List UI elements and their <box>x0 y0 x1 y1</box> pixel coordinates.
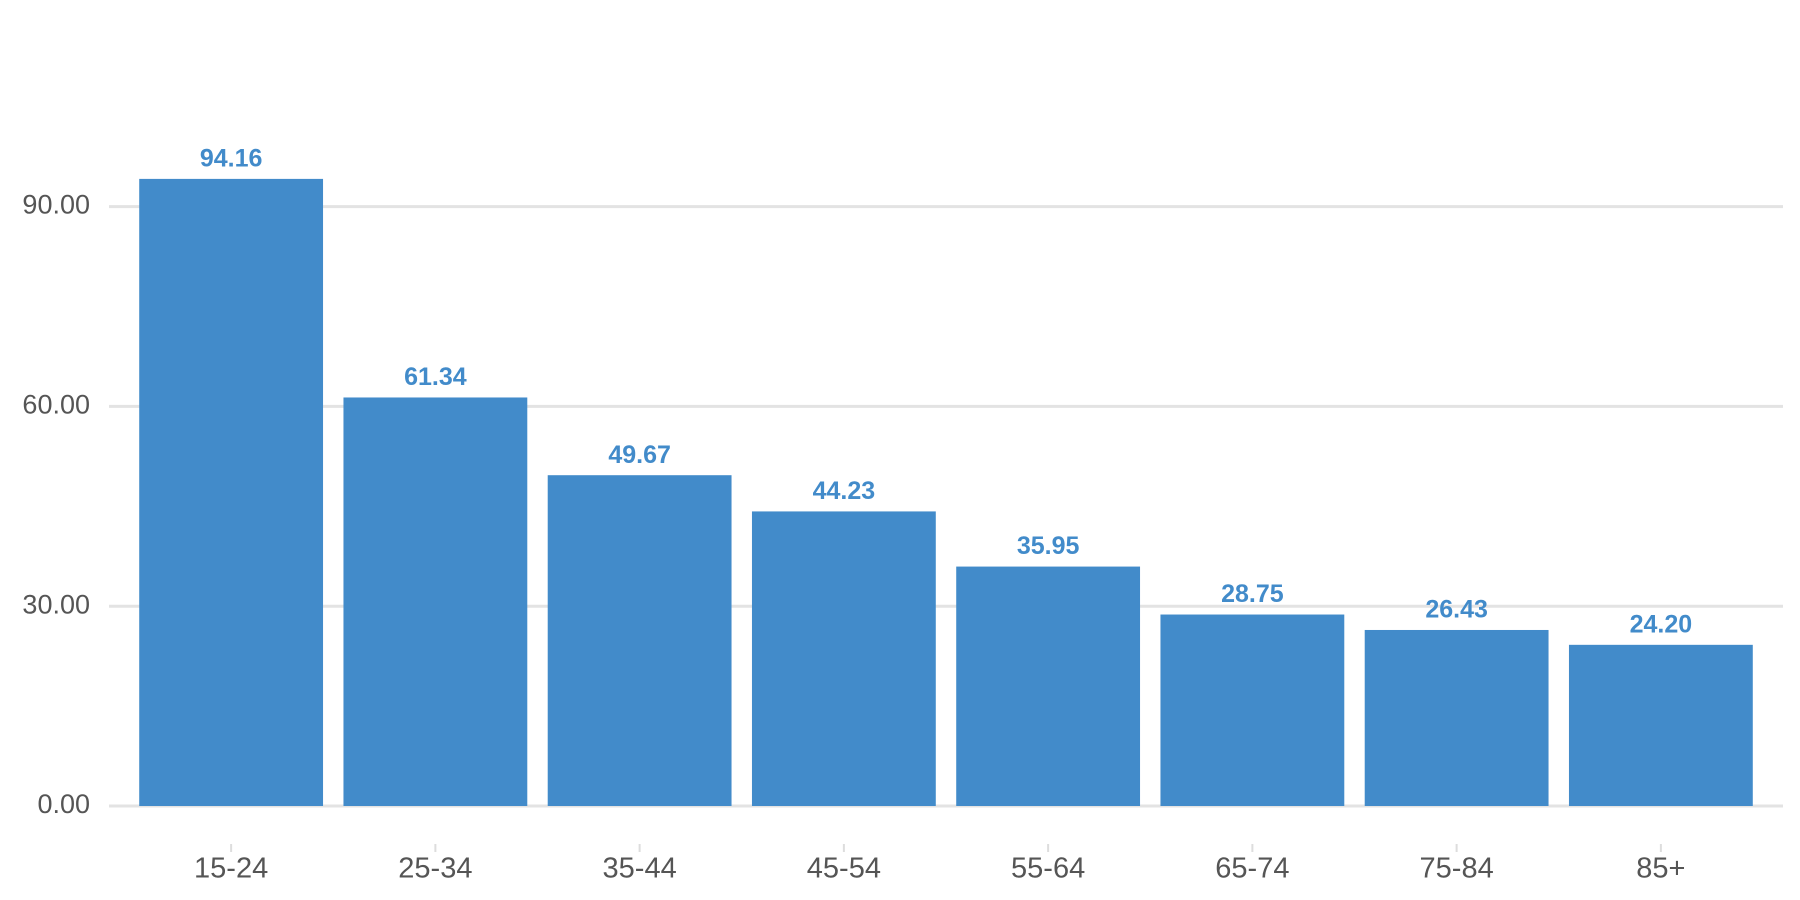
value-label: 94.16 <box>200 145 263 173</box>
bar <box>956 566 1141 806</box>
value-label: 35.95 <box>1017 532 1080 560</box>
x-tick-label: 85+ <box>1636 853 1685 885</box>
bar <box>751 511 936 806</box>
value-label: 24.20 <box>1630 610 1693 638</box>
x-tick-label: 25-34 <box>398 853 472 885</box>
value-label: 26.43 <box>1425 596 1488 624</box>
x-tick-label: 45-54 <box>807 853 881 885</box>
bar <box>547 475 732 806</box>
x-tick-label: 75-84 <box>1420 853 1494 885</box>
x-tick-label: 65-74 <box>1215 853 1289 885</box>
y-tick-label: 30.00 <box>22 589 90 619</box>
bar <box>343 397 528 806</box>
value-label: 49.67 <box>608 441 671 469</box>
y-tick-label: 60.00 <box>22 390 90 420</box>
bar <box>1568 644 1753 806</box>
value-label: 28.75 <box>1221 580 1284 608</box>
x-tick-label: 35-44 <box>603 853 677 885</box>
y-tick-label: 0.00 <box>37 789 90 819</box>
value-label: 44.23 <box>813 477 876 505</box>
bar <box>1160 614 1345 806</box>
value-label: 61.34 <box>404 363 467 391</box>
x-tick-label: 55-64 <box>1011 853 1085 885</box>
x-tick-label: 15-24 <box>194 853 268 885</box>
bar <box>139 178 324 806</box>
y-tick-label: 90.00 <box>22 190 90 220</box>
bar <box>1364 629 1549 806</box>
